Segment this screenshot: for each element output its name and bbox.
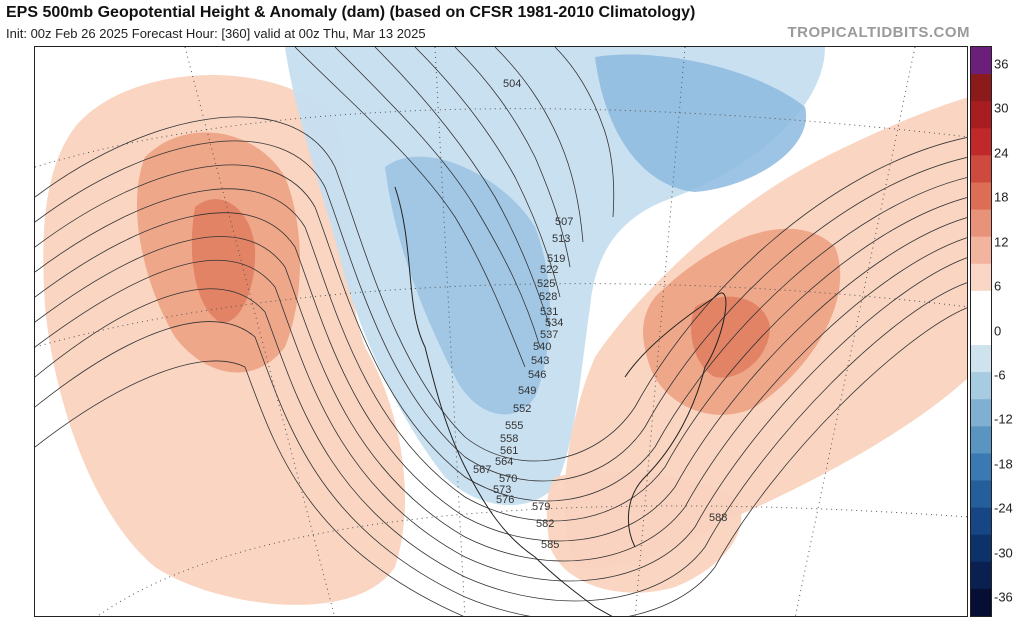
contour-label: 558 — [500, 433, 518, 445]
map-canvas: 504 507 513 519 522 525 528 531 534 537 … — [35, 47, 967, 616]
colorbar-swatch — [971, 128, 991, 156]
contour-label: 534 — [545, 317, 563, 329]
contour-label: 546 — [528, 369, 546, 381]
brand-watermark[interactable]: TROPICALTIDBITS.COM — [787, 24, 970, 41]
negative-anomaly-trough-core — [385, 156, 550, 415]
colorbar-tick-label: 18 — [994, 189, 1009, 205]
graticule — [35, 47, 967, 616]
colorbar-swatch — [971, 399, 991, 427]
colorbar-swatch — [971, 372, 991, 400]
contour-label: 537 — [540, 329, 558, 341]
colorbar-swatch — [971, 426, 991, 455]
height-anomaly-map: 504 507 513 519 522 525 528 531 534 537 … — [34, 46, 968, 617]
colorbar-tick-label: 0 — [994, 323, 1002, 338]
colorbar-swatch — [971, 47, 991, 75]
height-contours — [35, 47, 967, 616]
contour-label: 555 — [505, 420, 523, 432]
positive-anomaly-gulf — [546, 471, 742, 593]
contour-label: 552 — [513, 403, 531, 415]
negative-anomaly-greenland — [595, 54, 807, 192]
contour-labels: 504 507 513 519 522 525 528 531 534 537 … — [473, 78, 727, 551]
colorbar-tick-label: 12 — [994, 234, 1009, 250]
colorbar-swatch — [971, 588, 991, 616]
colorbar-swatch — [971, 74, 991, 102]
contour-label: 576 — [496, 494, 514, 506]
colorbar-swatch — [971, 480, 991, 509]
contour-label: 507 — [555, 216, 573, 228]
colorbar-tick-label: -24 — [994, 500, 1013, 516]
contour-label: 522 — [540, 264, 558, 276]
colorbar-tick-label: -18 — [994, 456, 1013, 472]
colorbar-tick-label: -6 — [994, 367, 1006, 383]
colorbar-swatch — [971, 290, 991, 319]
contour-label: 540 — [533, 341, 551, 353]
colorbar-tick-label: 30 — [994, 100, 1009, 116]
contour-label: 579 — [532, 501, 550, 513]
colorbar-swatch — [971, 345, 991, 373]
contour-label: 513 — [552, 233, 570, 245]
colorbar-tick-label: 6 — [994, 278, 1002, 294]
colorbar-swatch — [971, 263, 991, 292]
colorbar-swatch — [971, 101, 991, 129]
contour-label: 585 — [541, 539, 559, 551]
north-america-outline — [394, 186, 727, 616]
contour-label: 549 — [518, 385, 536, 397]
contour-label: 504 — [503, 78, 521, 90]
colorbar-swatch — [971, 182, 991, 211]
colorbar-tick-label: 36 — [994, 56, 1009, 72]
chart-title: EPS 500mb Geopotential Height & Anomaly … — [6, 4, 696, 21]
contour-label: 573 — [493, 484, 511, 496]
colorbar-tick-labels: 36 30 24 18 12 6 0 -6 -12 -18 -24 -30 -36 — [994, 46, 1024, 617]
contour-label: 561 — [500, 445, 518, 457]
contour-label: 588 — [709, 512, 727, 524]
contour-label: 531 — [540, 306, 558, 318]
colorbar-swatch — [971, 155, 991, 184]
colorbar-swatches — [971, 47, 991, 616]
colorbar-swatch — [971, 317, 991, 346]
contour-label: 564 — [495, 456, 513, 468]
contour-label: 519 — [547, 253, 565, 265]
contour-label: 570 — [499, 473, 517, 485]
colorbar-swatch — [971, 453, 991, 482]
chart-subtitle: Init: 00z Feb 26 2025 Forecast Hour: [36… — [6, 26, 426, 41]
colorbar-swatch — [971, 534, 991, 563]
colorbar-swatch — [971, 561, 991, 590]
colorbar-swatch — [971, 209, 991, 238]
colorbar — [970, 46, 992, 617]
colorbar-swatch — [971, 236, 991, 265]
colorbar-tick-label: -30 — [994, 545, 1013, 561]
colorbar-tick-label: -12 — [994, 411, 1013, 427]
contour-label: 525 — [537, 278, 555, 290]
colorbar-tick-label: 24 — [994, 145, 1009, 161]
contour-label: 528 — [539, 291, 557, 303]
contour-label: 567 — [473, 464, 491, 476]
colorbar-swatch — [971, 507, 991, 536]
contour-label: 543 — [531, 355, 549, 367]
contour-label: 582 — [536, 518, 554, 530]
colorbar-tick-label: -36 — [994, 589, 1013, 605]
